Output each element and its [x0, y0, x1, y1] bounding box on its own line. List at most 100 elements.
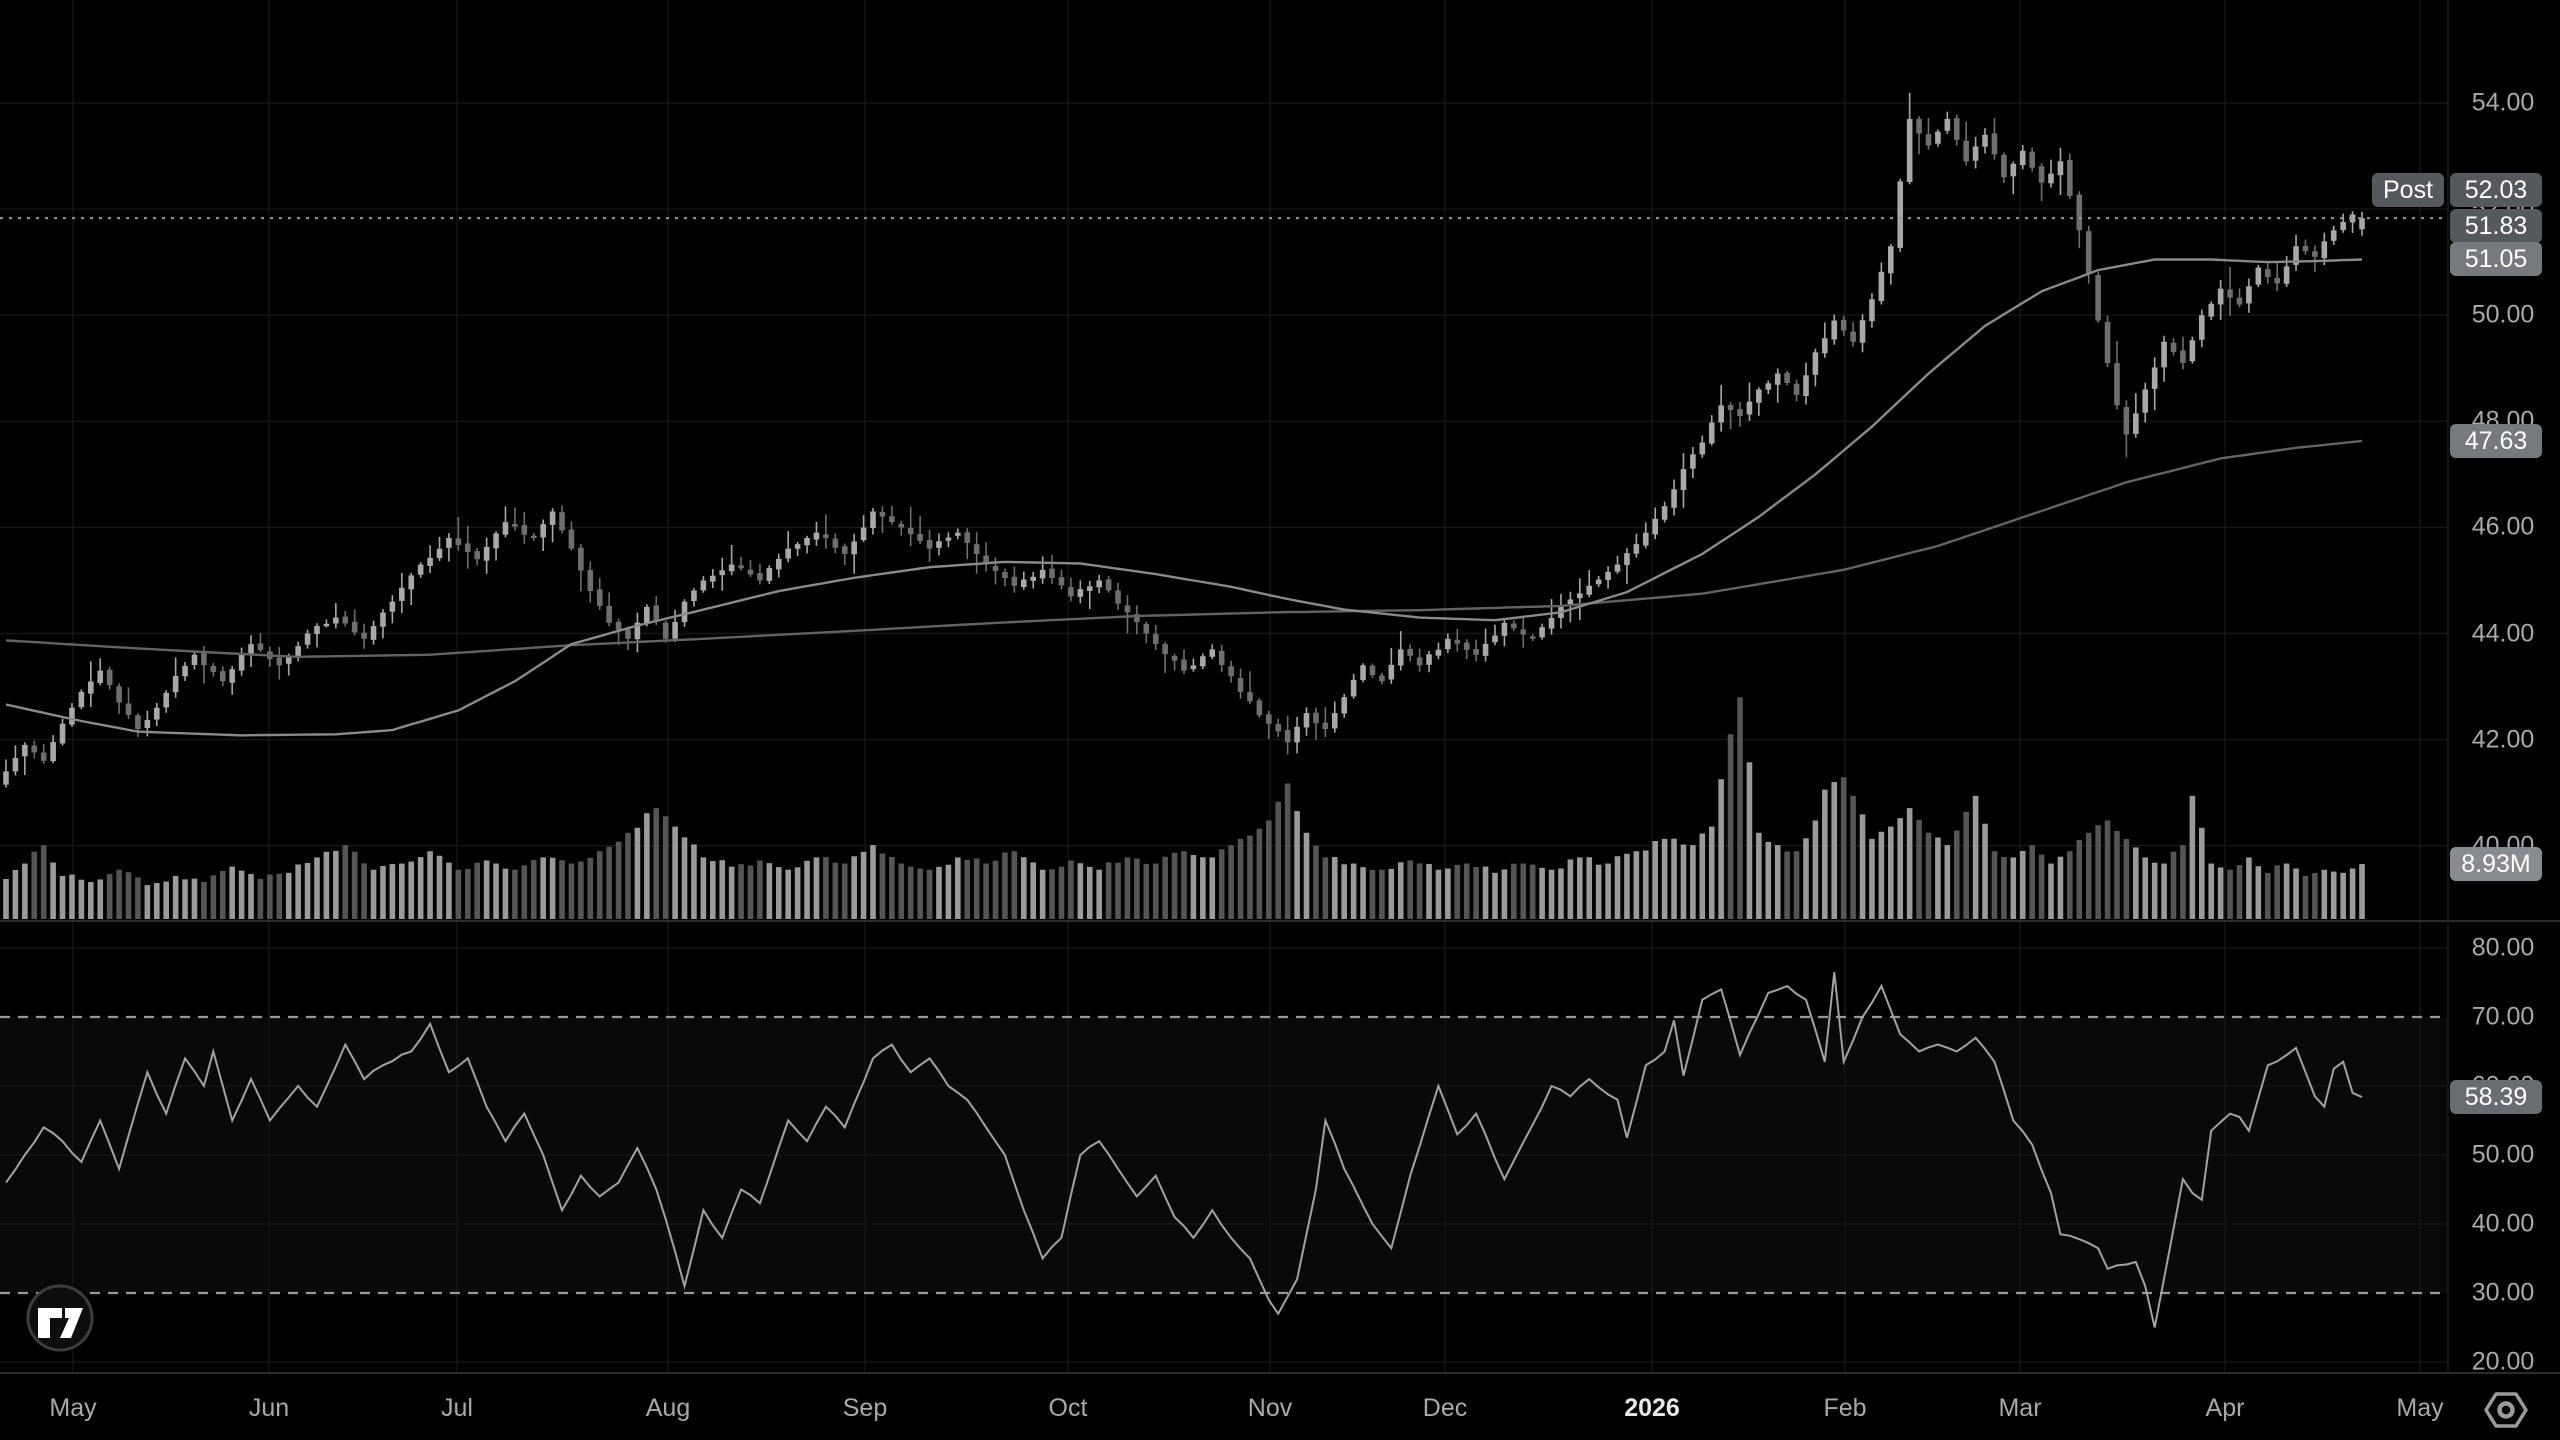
candle-body — [615, 621, 622, 630]
volume-bar — [1492, 872, 1498, 919]
candle-body — [333, 617, 339, 624]
price-axis-tick: 46.00 — [2471, 512, 2535, 541]
volume-bar — [125, 872, 132, 919]
candle-body — [483, 546, 490, 561]
volume-bar — [757, 860, 763, 919]
candle-body — [681, 601, 688, 623]
candle-body — [728, 564, 735, 572]
volume-bar — [1445, 868, 1451, 919]
volume-bar — [1388, 868, 1395, 919]
candle-body — [568, 529, 575, 549]
volume-bar — [860, 851, 867, 919]
volume-bar — [1331, 856, 1338, 919]
candle-body — [1831, 320, 1838, 340]
candle-body — [2293, 246, 2299, 265]
volume-bar — [464, 868, 471, 919]
volume-bar — [1379, 869, 1385, 919]
candle-body — [1953, 118, 1960, 140]
rsi-axis-tick: 70.00 — [2471, 1002, 2535, 1031]
candle-body — [1030, 576, 1037, 581]
candle-body — [1595, 579, 1602, 585]
candle-body — [144, 719, 151, 728]
volume-bar — [2330, 871, 2337, 919]
candle-body — [1661, 506, 1668, 520]
volume-bar — [2170, 851, 2177, 919]
volume-bar — [1407, 860, 1413, 919]
volume-bar — [1925, 832, 1932, 919]
volume-bar — [681, 837, 688, 919]
candle-body — [116, 686, 122, 703]
candle-body — [427, 557, 433, 566]
candle-body — [1152, 633, 1159, 645]
volume-bar — [775, 867, 782, 919]
rsi-axis-tick: 80.00 — [2471, 933, 2535, 962]
candle-body — [1049, 568, 1055, 579]
volume-bar — [2048, 863, 2054, 919]
candle-body — [1690, 454, 1696, 469]
volume-bar — [2359, 863, 2365, 919]
volume-bar — [1708, 826, 1715, 919]
candle-body — [1944, 118, 1951, 131]
candle-body — [88, 681, 94, 694]
candle-body — [1266, 714, 1272, 724]
candle-body — [1539, 627, 1545, 638]
rsi-axis-tick: 40.00 — [2471, 1209, 2535, 1238]
candle-body — [1888, 246, 1894, 274]
candle-body — [2180, 350, 2186, 363]
volume-bar — [851, 856, 857, 919]
candle-body — [521, 525, 528, 535]
candle-body — [2359, 218, 2365, 230]
volume-bar — [1652, 841, 1658, 919]
volume-bar — [22, 863, 28, 919]
candle-body — [1482, 643, 1489, 656]
volume-bar — [1906, 808, 1913, 919]
time-axis-month-label: Feb — [1823, 1394, 1867, 1422]
candle-body — [1039, 569, 1046, 579]
tradingview-logo[interactable] — [26, 1284, 94, 1352]
candle-body — [1463, 642, 1470, 650]
candle-body — [757, 573, 763, 581]
volume-bar — [1350, 863, 1357, 919]
volume-bar — [1030, 862, 1037, 919]
logo-glyph-v — [60, 1308, 83, 1338]
candle-body — [559, 512, 565, 531]
volume-bar — [2302, 875, 2309, 919]
candle-body — [1605, 571, 1611, 580]
rsi-axis-tick: 30.00 — [2471, 1278, 2535, 1307]
time-axis-month-label: Mar — [1998, 1394, 2042, 1422]
volume-bar — [634, 827, 641, 919]
candle-body — [1011, 576, 1018, 586]
volume-bar — [700, 857, 707, 919]
volume-bar — [106, 874, 113, 919]
candle-body — [1284, 730, 1291, 743]
volume-bar — [219, 870, 226, 919]
volume-bar — [2236, 864, 2243, 919]
volume-bar — [747, 865, 754, 919]
candle-body — [775, 558, 782, 570]
candle-body — [2104, 321, 2111, 364]
candle-body — [2340, 222, 2346, 231]
candle-body — [1360, 665, 1366, 680]
candle-body — [1350, 679, 1357, 697]
volume-bar — [191, 878, 198, 919]
volume-bar — [361, 863, 367, 919]
candle-body — [304, 633, 311, 645]
candle-body — [276, 657, 283, 666]
volume-bar — [40, 845, 47, 919]
volume-bar — [1266, 820, 1272, 919]
volume-bar — [1680, 844, 1687, 919]
candle-body — [1077, 589, 1084, 597]
post-session-badge: Post — [2372, 173, 2444, 207]
time-axis-month-label: May — [49, 1394, 97, 1422]
axis-settings-gear-icon[interactable] — [2482, 1388, 2530, 1432]
candle-body — [1331, 713, 1338, 729]
candle-body — [804, 537, 810, 546]
candle-body — [2283, 266, 2290, 284]
volume-bar — [1209, 857, 1216, 919]
volume-bar — [3, 878, 9, 919]
volume-bar — [1077, 863, 1084, 919]
volume-bar — [1020, 857, 1027, 919]
candle-body — [1708, 422, 1715, 444]
volume-bar — [596, 851, 603, 919]
